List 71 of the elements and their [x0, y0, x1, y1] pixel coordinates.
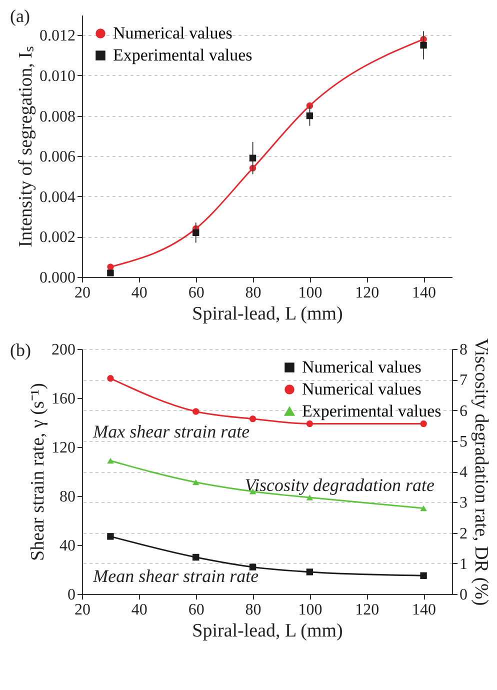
x-tick-label: 120 — [355, 284, 380, 302]
y2-tick-label: 6 — [460, 402, 468, 420]
y-tick-label: 0.006 — [40, 148, 76, 166]
y2-tick-label: 4 — [460, 464, 468, 481]
annotation: Viscosity degradation rate — [244, 475, 434, 496]
y-tick-label: 120 — [52, 440, 76, 456]
y-tick-label: 0.012 — [40, 28, 76, 45]
y-tick-label: 0.004 — [40, 188, 76, 206]
point — [107, 375, 114, 382]
legend-label: Experimental values — [302, 402, 442, 420]
point — [107, 264, 114, 270]
y2-tick-label: 8 — [460, 342, 468, 358]
point — [420, 42, 427, 49]
x-tick-label: 40 — [131, 602, 148, 618]
x-tick-label: 20 — [74, 602, 90, 618]
x-tick-label: 100 — [298, 284, 322, 302]
point — [306, 568, 314, 576]
point — [107, 458, 114, 464]
x-axis-title: Spiral-lead, L (mm) — [192, 304, 343, 324]
y-tick-label: 160 — [52, 390, 76, 408]
x-tick-label: 120 — [355, 602, 380, 618]
point — [249, 154, 256, 162]
legend-label: Numerical values — [302, 380, 422, 398]
point — [306, 112, 314, 120]
point — [192, 479, 200, 486]
y-tick-label: 200 — [52, 342, 76, 358]
point — [420, 572, 427, 579]
y2-tick-label: 3 — [460, 494, 468, 512]
point — [192, 408, 200, 415]
x-tick-label: 80 — [245, 602, 262, 618]
y2-tick-label: 5 — [460, 433, 468, 450]
x-tick-label: 60 — [188, 284, 204, 302]
y2-axis-title: Viscosity degradation rate, DR (%) — [470, 338, 492, 606]
point — [192, 554, 200, 561]
y-tick-label: 0 — [68, 586, 76, 604]
y-tick-label: 0.002 — [40, 229, 76, 246]
y2-tick-label: 0 — [460, 586, 468, 604]
y-axis-title: Intensity of segregation, Iₛ — [16, 46, 36, 248]
x-tick-label: 140 — [412, 284, 436, 302]
text: (a) — [10, 6, 30, 26]
point — [249, 415, 256, 422]
y-tick-label: 0.010 — [40, 68, 76, 85]
y2-tick-label: 2 — [460, 525, 468, 542]
x-tick-label: 100 — [298, 602, 322, 618]
y-axis-title: Shear strain rate, γ (s⁻¹) — [28, 383, 48, 561]
legend-label: Numerical values — [302, 358, 422, 376]
legend-label: Numerical values — [113, 24, 232, 42]
y-tick-label: 0.000 — [40, 270, 76, 286]
y2-tick-label: 1 — [460, 556, 468, 573]
text: (b) — [10, 340, 31, 360]
y-tick-label: 0.008 — [40, 108, 76, 126]
point — [107, 533, 114, 540]
annotation: Mean shear strain rate — [92, 566, 259, 586]
y-tick-label: 40 — [60, 538, 76, 554]
y-tick-label: 80 — [60, 488, 76, 506]
point — [306, 420, 314, 428]
x-tick-label: 60 — [188, 602, 204, 618]
y2-tick-label: 7 — [460, 372, 468, 390]
point — [306, 494, 314, 500]
legend-label: Experimental values — [113, 46, 252, 64]
point — [420, 420, 427, 428]
point — [107, 270, 114, 276]
x-tick-label: 40 — [131, 284, 148, 302]
point — [192, 229, 200, 236]
x-tick-label: 140 — [412, 602, 436, 618]
point — [420, 505, 427, 512]
point — [249, 564, 256, 570]
x-axis-title: Spiral-lead, L (mm) — [192, 620, 343, 642]
x-tick-label: 20 — [74, 284, 90, 302]
annotation: Max shear strain rate — [92, 421, 250, 442]
x-tick-label: 80 — [245, 284, 262, 302]
